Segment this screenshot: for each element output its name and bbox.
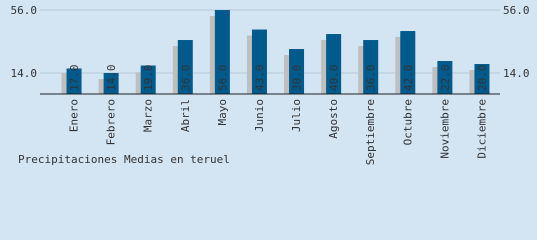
x-tick-label: Julio <box>290 99 303 132</box>
bar <box>289 49 305 94</box>
bar <box>103 73 119 94</box>
x-tick-label: Septiembre <box>364 99 377 165</box>
bar <box>177 40 193 94</box>
y-tick-label-right: 56.0 <box>503 4 530 17</box>
value-label: 42.0 <box>402 65 415 92</box>
x-tick-label: Febrero <box>105 99 118 145</box>
bar <box>66 68 82 94</box>
y-tick-label: 14.0 <box>11 67 38 80</box>
bar <box>214 10 230 95</box>
chart-title: Precipitaciones Medias en teruel <box>18 153 230 166</box>
x-tick-label: Octubre <box>401 99 414 145</box>
value-label: 56.0 <box>216 65 229 92</box>
value-label: 43.0 <box>253 65 266 92</box>
bar <box>437 61 453 94</box>
value-label: 20.0 <box>476 64 489 91</box>
bar <box>400 31 416 94</box>
x-tick-label: Agosto <box>327 99 340 139</box>
bar <box>140 65 156 94</box>
bar <box>474 64 490 94</box>
chart: Precipitaciones Medias en teruel 14.0 14.… <box>10 4 530 166</box>
x-tick-label: Marzo <box>142 99 155 132</box>
x-tick-label: Abril <box>179 99 192 132</box>
y-tick-label: 56.0 <box>11 4 38 17</box>
bar <box>326 34 342 94</box>
x-tick-label: Enero <box>68 99 81 132</box>
value-label: 22.0 <box>439 65 452 92</box>
bar <box>363 40 379 94</box>
y-tick-label-right: 14.0 <box>503 67 530 80</box>
x-tick-label: Junio <box>253 99 266 132</box>
value-label: 30.0 <box>291 65 304 92</box>
bar <box>251 29 267 95</box>
value-label: 36.0 <box>365 65 378 92</box>
x-tick-label: Mayo <box>216 99 229 126</box>
value-label: 17.0 <box>68 65 81 92</box>
value-label: 14.0 <box>105 65 118 92</box>
value-label: 19.0 <box>142 65 155 92</box>
x-tick-label: Noviembre <box>438 99 451 159</box>
value-label: 40.0 <box>328 65 341 92</box>
value-label: 36.0 <box>179 65 192 92</box>
x-tick-label: Diciembre <box>475 99 488 159</box>
